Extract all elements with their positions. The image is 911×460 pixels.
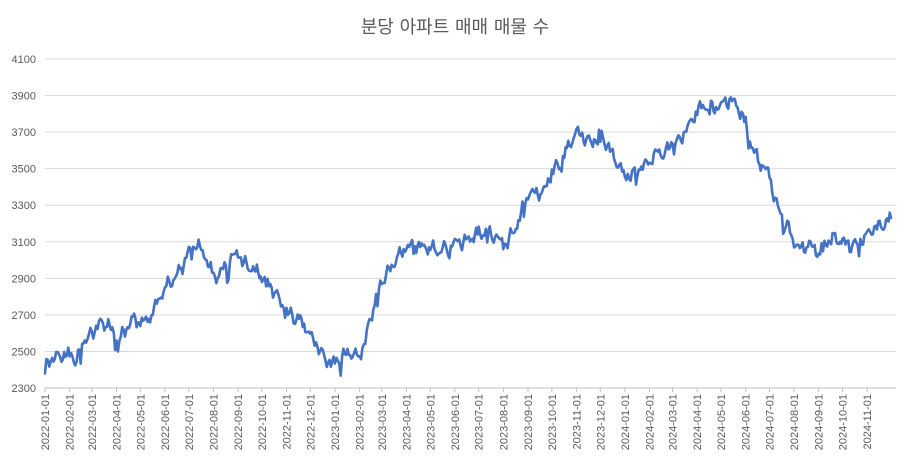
x-tick-label: 2023-10-01 [547, 394, 559, 450]
x-tick-label: 2022-05-01 [135, 394, 147, 450]
y-axis-ticks: 2300 2500 2700 2900 3100 3300 3500 3700 3900 4100 [12, 54, 36, 395]
x-tick-label: 2024-06-01 [741, 394, 753, 450]
series-line [43, 96, 893, 377]
x-tick-label: 2022-02-01 [65, 394, 77, 450]
x-tick-label: 2023-04-01 [401, 394, 413, 450]
gridlines [45, 58, 896, 389]
x-tick-label: 2023-01-01 [330, 394, 342, 450]
y-tick-label: 2900 [12, 273, 36, 285]
x-tick-label: 2022-07-01 [184, 394, 196, 450]
y-tick-label: 4100 [12, 54, 36, 66]
x-tick-label: 2022-08-01 [208, 394, 220, 450]
x-tick-label: 2024-04-01 [692, 394, 704, 450]
series-layer [43, 96, 893, 377]
x-tick-label: 2023-09-01 [523, 394, 535, 450]
x-tick-label: 2024-08-01 [789, 394, 801, 450]
chart-title: 분당 아파트 매매 매물 수 [361, 17, 550, 38]
x-tick-label: 2023-03-01 [377, 394, 389, 450]
x-tick-label: 2024-10-01 [838, 394, 850, 450]
x-tick-label: 2023-11-01 [571, 394, 583, 449]
x-tick-label: 2024-07-01 [764, 394, 776, 450]
x-axis-ticks: 2022-01-01 2022-02-01 2022-03-01 2022-04-01… [40, 388, 874, 450]
x-tick-label: 2022-03-01 [87, 394, 99, 450]
x-tick-label: 2022-09-01 [233, 394, 245, 450]
x-tick-label: 2024-09-01 [814, 394, 826, 450]
x-tick-label: 2024-02-01 [645, 394, 657, 450]
y-tick-label: 3900 [12, 91, 36, 103]
x-tick-label: 2022-04-01 [111, 394, 123, 450]
y-tick-label: 2500 [12, 346, 36, 358]
y-tick-label: 3700 [12, 127, 36, 139]
x-tick-label: 2024-03-01 [668, 394, 680, 450]
x-tick-label: 2023-07-01 [474, 394, 486, 450]
x-tick-label: 2023-12-01 [595, 394, 607, 450]
y-tick-label: 2300 [12, 383, 36, 395]
x-tick-label: 2024-11-01 [862, 394, 874, 449]
x-tick-label: 2022-01-01 [40, 394, 52, 450]
x-tick-label: 2022-11-01 [281, 394, 293, 449]
x-tick-label: 2024-05-01 [716, 394, 728, 450]
y-tick-label: 3100 [12, 237, 36, 249]
y-tick-label: 3500 [12, 164, 36, 176]
x-tick-label: 2023-05-01 [425, 394, 437, 450]
x-tick-label: 2024-01-01 [620, 394, 632, 450]
x-tick-label: 2022-06-01 [160, 394, 172, 450]
x-tick-label: 2022-12-01 [305, 394, 317, 450]
y-tick-label: 3300 [12, 200, 36, 212]
x-tick-label: 2022-10-01 [257, 394, 269, 450]
y-tick-label: 2700 [12, 310, 36, 322]
x-tick-label: 2023-02-01 [355, 394, 367, 450]
x-tick-label: 2023-06-01 [450, 394, 462, 450]
x-tick-label: 2023-08-01 [498, 394, 510, 450]
